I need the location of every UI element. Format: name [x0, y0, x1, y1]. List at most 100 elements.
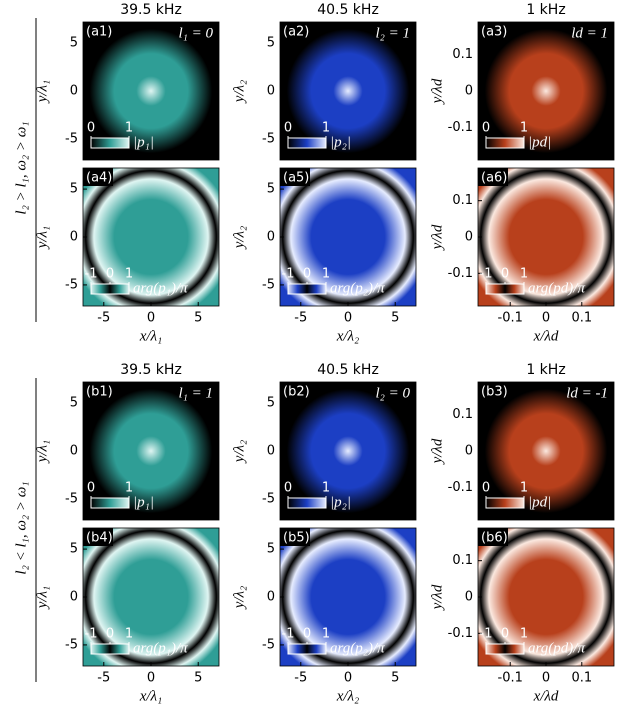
- x-tick-label: 5: [391, 311, 399, 326]
- heatmap-image: [478, 168, 614, 306]
- colorbar-label: |pd|: [528, 494, 551, 510]
- y-tick-label: 0: [465, 590, 473, 605]
- y-tick-label: 5: [70, 396, 78, 411]
- colorbar: [90, 283, 130, 295]
- colorbar-label: arg(p₂)/π: [330, 280, 385, 296]
- y-tick-label: 5: [70, 182, 78, 197]
- panel-label: (a2): [283, 25, 309, 40]
- panel-label: (a6): [481, 171, 507, 186]
- heatmap-image: [280, 168, 416, 306]
- y-tick-label: 0: [267, 230, 275, 245]
- y-tick-label: -5: [65, 637, 78, 652]
- x-axis-label: x/λ₂: [336, 328, 360, 344]
- heatmap-image: [280, 528, 416, 666]
- colorbar-label: arg(pd)/π: [528, 640, 585, 656]
- colorbar-tick-label: 1: [520, 267, 528, 282]
- x-tick-label: -5: [97, 311, 110, 326]
- colorbar: [287, 643, 327, 655]
- y-axis-label: y/λ₁: [34, 440, 50, 465]
- x-tick-label: 0: [344, 671, 352, 686]
- heatmap-image: [280, 22, 416, 160]
- colorbar-tick-label: 1: [125, 627, 133, 642]
- x-tick-label: 0.1: [571, 671, 592, 686]
- y-tick-label: -5: [65, 491, 78, 506]
- colorbar-label: arg(p₂)/π: [330, 640, 385, 656]
- y-tick-label: 5: [267, 36, 275, 51]
- y-axis-label: y/λd: [429, 438, 445, 465]
- y-tick-label: 5: [70, 542, 78, 557]
- y-axis-label: y/λ₂: [231, 226, 247, 251]
- colorbar-label: |pd|: [528, 134, 551, 150]
- x-tick-label: 0: [542, 311, 550, 326]
- colorbar-label: arg(p₁)/π: [133, 280, 188, 296]
- panel-label: (b5): [283, 531, 310, 546]
- group-label: l₂ < l₁, ω₂ > ω₁: [13, 481, 29, 574]
- y-tick-label: 0.1: [452, 553, 473, 568]
- y-tick-label: -0.1: [448, 266, 473, 281]
- y-tick-label: -5: [65, 131, 78, 146]
- x-tick-label: 0: [147, 671, 155, 686]
- x-tick-label: -5: [97, 671, 110, 686]
- y-axis-label: y/λ₂: [231, 440, 247, 465]
- colorbar: [485, 643, 525, 655]
- panel-label-box: [280, 382, 310, 400]
- colorbar-tick-label: 1: [125, 267, 133, 282]
- colorbar-tick-label: 1: [520, 627, 528, 642]
- y-tick-label: 5: [267, 182, 275, 197]
- colorbar: [485, 283, 525, 295]
- x-axis-label: x/λd: [533, 328, 559, 344]
- x-tick-label: 0: [542, 671, 550, 686]
- y-axis-label: y/λ₁: [34, 80, 50, 105]
- y-tick-label: 0: [70, 230, 78, 245]
- colorbar-tick-label: 1: [125, 121, 133, 136]
- panel-label: (b3): [481, 385, 508, 400]
- y-tick-label: 5: [267, 396, 275, 411]
- colorbar-tick-label: -1: [480, 267, 493, 282]
- panel-annotation: l₂ = 0: [375, 385, 410, 401]
- panel-label-box: [83, 168, 113, 186]
- colorbar-tick-label: 0: [482, 481, 490, 496]
- colorbar: [287, 137, 327, 149]
- y-tick-label: -5: [262, 637, 275, 652]
- x-tick-label: 5: [194, 671, 202, 686]
- x-axis-label: x/λ₁: [139, 688, 163, 704]
- colorbar-label: |p₁|: [133, 134, 154, 150]
- column-title: 1 kHz: [526, 362, 565, 378]
- colorbar-label: |p₂|: [330, 494, 351, 510]
- colorbar-tick-label: 0: [284, 121, 292, 136]
- panel-label: (b2): [283, 385, 310, 400]
- colorbar-label: |p₂|: [330, 134, 351, 150]
- colorbar-tick-label: -1: [85, 267, 98, 282]
- heatmap-image: [478, 382, 614, 520]
- y-tick-label: 5: [267, 542, 275, 557]
- colorbar-tick-label: 1: [322, 481, 330, 496]
- panel-label-box: [83, 22, 113, 40]
- colorbar-label: arg(pd)/π: [528, 280, 585, 296]
- y-tick-label: 0.1: [452, 193, 473, 208]
- colorbar-tick-label: 1: [322, 267, 330, 282]
- y-tick-label: -5: [262, 131, 275, 146]
- panel-label: (a4): [86, 171, 112, 186]
- panel-label: (a3): [481, 25, 507, 40]
- column-title: 39.5 kHz: [120, 362, 182, 378]
- y-tick-label: -0.1: [448, 480, 473, 495]
- colorbar: [90, 137, 130, 149]
- column-title: 40.5 kHz: [317, 362, 379, 378]
- x-axis-label: x/λ₁: [139, 328, 163, 344]
- y-tick-label: 5: [70, 36, 78, 51]
- panel-label-box: [478, 168, 508, 186]
- x-tick-label: 0: [147, 311, 155, 326]
- colorbar-tick-label: 0: [303, 267, 311, 282]
- colorbar-label: arg(p₁)/π: [133, 640, 188, 656]
- x-tick-label: 5: [391, 671, 399, 686]
- y-tick-label: 0: [267, 84, 275, 99]
- column-title: 1 kHz: [526, 2, 565, 18]
- panel-annotation: l₂ = 1: [375, 25, 410, 41]
- heatmap-image: [478, 22, 614, 160]
- y-axis-label: y/λd: [429, 78, 445, 105]
- y-tick-label: 0: [465, 230, 473, 245]
- heatmap-image: [478, 528, 614, 666]
- colorbar-tick-label: 0: [106, 267, 114, 282]
